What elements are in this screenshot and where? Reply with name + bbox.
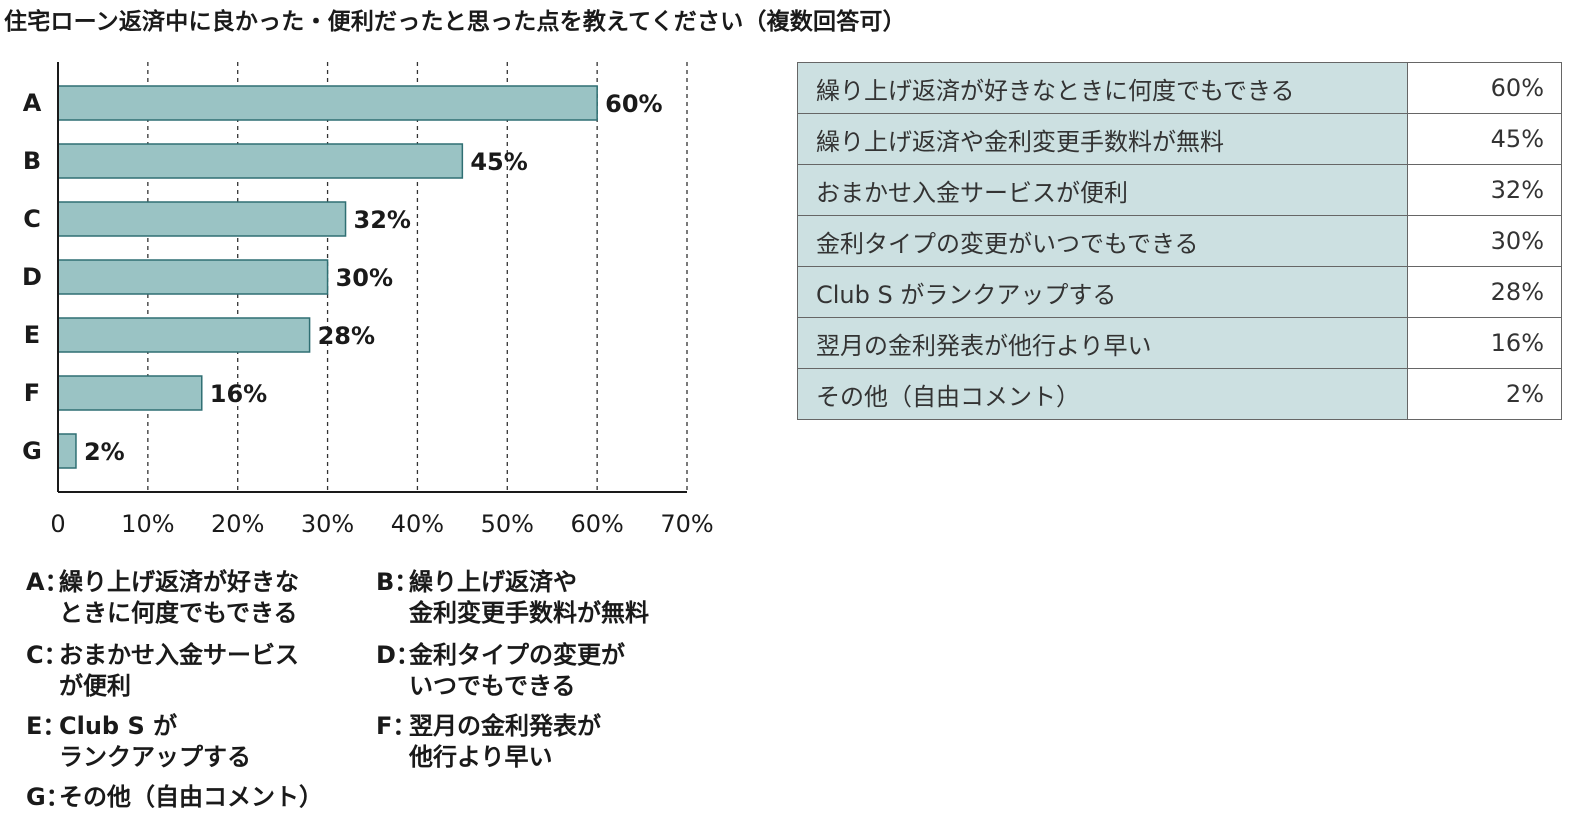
- legend-key: E：: [26, 712, 67, 740]
- bar: [57, 201, 347, 237]
- x-tick-label: 0: [50, 510, 65, 538]
- bar: [57, 259, 329, 295]
- table-cell-value: 2%: [1407, 368, 1562, 420]
- chart-title: 住宅ローン返済中に良かった・便利だったと思った点を教えてください（複数回答可）: [4, 9, 906, 35]
- table-row: その他（自由コメント） 2%: [797, 368, 1562, 420]
- table-cell-label: 翌月の金利発表が他行より早い: [797, 317, 1408, 369]
- legend-key: C：: [26, 641, 68, 669]
- x-tick-label: 10%: [121, 510, 174, 538]
- table-cell-label: その他（自由コメント）: [797, 368, 1408, 420]
- legend-text: Club S が ランクアップする: [59, 712, 251, 771]
- table-cell-label: Club S がランクアップする: [797, 266, 1408, 318]
- data-label: 28%: [318, 322, 375, 350]
- x-tick-label: 60%: [570, 510, 623, 538]
- legend-key: D：: [376, 641, 420, 669]
- data-label: 16%: [210, 380, 267, 408]
- table-row: 翌月の金利発表が他行より早い 16%: [797, 317, 1562, 369]
- data-label: 45%: [470, 148, 527, 176]
- legend-key: A：: [26, 568, 69, 596]
- x-tick-label: 20%: [211, 510, 264, 538]
- x-tick-label: 70%: [660, 510, 713, 538]
- table-row: 金利タイプの変更がいつでもできる 30%: [797, 215, 1562, 267]
- table-row: 繰り上げ返済や金利変更手数料が無料 45%: [797, 113, 1562, 165]
- x-tick-label: 40%: [391, 510, 444, 538]
- x-tick-label: 50%: [481, 510, 534, 538]
- category-label: G: [22, 437, 42, 465]
- bar: [57, 375, 203, 411]
- table-row: 繰り上げ返済が好きなときに何度でもできる 60%: [797, 62, 1562, 114]
- legend-text: おまかせ入金サービス が便利: [59, 641, 299, 700]
- legend-text: 繰り上げ返済や 金利変更手数料が無料: [409, 568, 649, 627]
- legend-key: B：: [376, 568, 419, 596]
- table-cell-label: 繰り上げ返済が好きなときに何度でもできる: [797, 62, 1408, 114]
- table-cell-label: おまかせ入金サービスが便利: [797, 164, 1408, 216]
- table-cell-value: 28%: [1407, 266, 1562, 318]
- bar-chart: A 60% B 45% C 32% D 30% E 28% F 16% G 2% 0 10% 20% 30% 40%…: [22, 62, 714, 538]
- legend-text: 翌月の金利発表が 他行より早い: [409, 712, 601, 771]
- table-cell-label: 金利タイプの変更がいつでもできる: [797, 215, 1408, 267]
- table-cell-label: 繰り上げ返済や金利変更手数料が無料: [797, 113, 1408, 165]
- bar: [57, 85, 598, 121]
- category-label: C: [23, 205, 41, 233]
- legend-text: 金利タイプの変更が いつでもできる: [409, 641, 625, 700]
- category-label: E: [24, 321, 40, 349]
- table-row: Club S がランクアップする 28%: [797, 266, 1562, 318]
- bar: [57, 317, 311, 353]
- legend-key: F：: [376, 712, 417, 740]
- table-cell-value: 45%: [1407, 113, 1562, 165]
- legend-text: その他（自由コメント）: [59, 783, 323, 811]
- legend-key: G：: [26, 783, 70, 811]
- data-label: 32%: [354, 206, 411, 234]
- table-cell-value: 16%: [1407, 317, 1562, 369]
- category-label: F: [24, 379, 40, 407]
- table-cell-value: 60%: [1407, 62, 1562, 114]
- table-cell-value: 30%: [1407, 215, 1562, 267]
- x-tick-label: 30%: [301, 510, 354, 538]
- data-label: 2%: [84, 438, 125, 466]
- results-table: 繰り上げ返済が好きなときに何度でもできる 60% 繰り上げ返済や金利変更手数料が…: [797, 62, 1562, 420]
- bar: [57, 433, 77, 469]
- legend-text: 繰り上げ返済が好きな ときに何度でもできる: [59, 568, 299, 627]
- bar: [57, 143, 464, 179]
- category-label: B: [23, 147, 41, 175]
- data-label: 30%: [336, 264, 393, 292]
- data-label: 60%: [605, 90, 662, 118]
- table-cell-value: 32%: [1407, 164, 1562, 216]
- table-row: おまかせ入金サービスが便利 32%: [797, 164, 1562, 216]
- category-label: D: [22, 263, 42, 291]
- category-label: A: [23, 89, 42, 117]
